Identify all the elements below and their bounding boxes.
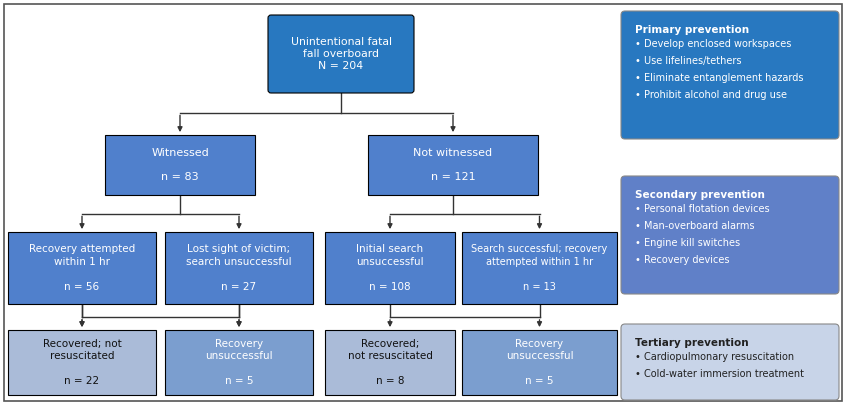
FancyBboxPatch shape [268,15,414,93]
Text: Recovery attempted
within 1 hr

n = 56: Recovery attempted within 1 hr n = 56 [29,244,135,292]
FancyBboxPatch shape [165,330,313,395]
Text: • Man-overboard alarms: • Man-overboard alarms [635,221,755,231]
Text: Search successful; recovery
attempted within 1 hr

n = 13: Search successful; recovery attempted wi… [471,244,607,292]
FancyBboxPatch shape [621,11,839,139]
FancyBboxPatch shape [325,232,455,304]
Text: • Develop enclosed workspaces: • Develop enclosed workspaces [635,39,791,49]
Text: Recovered;
not resuscitated

n = 8: Recovered; not resuscitated n = 8 [348,339,432,386]
Text: Lost sight of victim;
search unsuccessful

n = 27: Lost sight of victim; search unsuccessfu… [186,244,292,292]
Text: Recovered; not
resuscitated

n = 22: Recovered; not resuscitated n = 22 [42,339,121,386]
Text: Recovery
unsuccessful

n = 5: Recovery unsuccessful n = 5 [506,339,574,386]
Text: • Cold-water immersion treatment: • Cold-water immersion treatment [635,369,804,379]
Text: • Recovery devices: • Recovery devices [635,255,729,265]
Text: • Cardiopulmonary resuscitation: • Cardiopulmonary resuscitation [635,352,794,362]
Text: • Engine kill switches: • Engine kill switches [635,238,740,248]
FancyBboxPatch shape [368,135,538,195]
FancyBboxPatch shape [165,232,313,304]
Text: Primary prevention: Primary prevention [635,25,749,35]
FancyBboxPatch shape [462,232,617,304]
FancyBboxPatch shape [8,330,156,395]
Text: Recovery
unsuccessful

n = 5: Recovery unsuccessful n = 5 [206,339,272,386]
FancyBboxPatch shape [621,324,839,400]
FancyBboxPatch shape [8,232,156,304]
Text: Witnessed

n = 83: Witnessed n = 83 [151,147,209,182]
FancyBboxPatch shape [325,330,455,395]
Text: • Use lifelines/tethers: • Use lifelines/tethers [635,56,741,66]
FancyBboxPatch shape [462,330,617,395]
Text: • Eliminate entanglement hazards: • Eliminate entanglement hazards [635,73,804,83]
FancyBboxPatch shape [4,4,842,401]
Text: Not witnessed

n = 121: Not witnessed n = 121 [414,147,492,182]
Text: Unintentional fatal
fall overboard
N = 204: Unintentional fatal fall overboard N = 2… [290,36,392,71]
Text: Initial search
unsuccessful

n = 108: Initial search unsuccessful n = 108 [356,244,424,292]
Text: Tertiary prevention: Tertiary prevention [635,338,749,348]
Text: Secondary prevention: Secondary prevention [635,190,765,200]
Text: • Prohibit alcohol and drug use: • Prohibit alcohol and drug use [635,90,787,100]
FancyBboxPatch shape [621,176,839,294]
Text: • Personal flotation devices: • Personal flotation devices [635,204,770,214]
FancyBboxPatch shape [105,135,255,195]
